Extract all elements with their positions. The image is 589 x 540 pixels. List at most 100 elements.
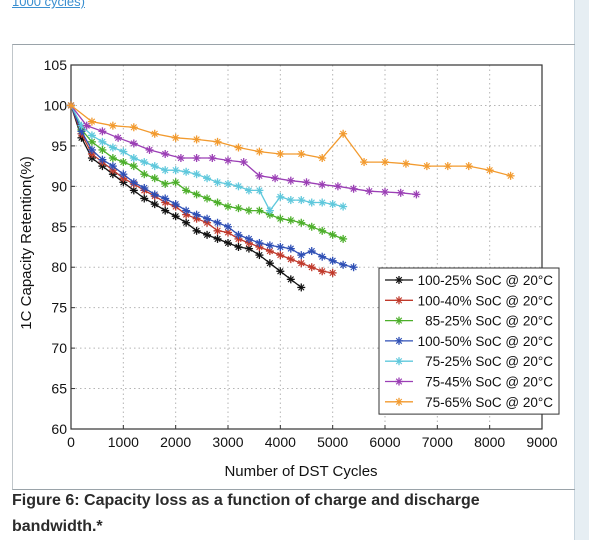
legend-item: 75-25% SoC @ 20°C	[385, 354, 553, 369]
series-line	[70, 104, 511, 177]
data-point	[349, 263, 358, 272]
data-point	[213, 218, 222, 227]
data-point	[145, 145, 154, 154]
data-point	[318, 267, 327, 276]
data-point	[271, 174, 280, 183]
x-tick-label: 5000	[317, 434, 348, 450]
data-point	[297, 196, 306, 205]
data-point	[297, 149, 306, 158]
series-7	[67, 101, 515, 180]
legend-item: 100-25% SoC @ 20°C	[385, 273, 553, 288]
data-point	[412, 190, 421, 199]
data-point	[150, 162, 159, 171]
data-point	[140, 194, 149, 203]
data-point	[203, 214, 212, 223]
data-point	[213, 198, 222, 207]
data-point	[192, 170, 201, 179]
data-point	[129, 123, 138, 132]
data-point	[318, 154, 327, 163]
data-point	[307, 198, 316, 207]
x-tick-label: 9000	[526, 434, 557, 450]
data-point	[360, 158, 369, 167]
data-point	[286, 244, 295, 253]
data-point	[213, 137, 222, 146]
top-link[interactable]: 1000 cycles)	[12, 0, 85, 9]
y-tick-label: 75	[51, 300, 67, 316]
y-tick-label: 70	[51, 340, 67, 356]
legend-label: 75-25% SoC @ 20°C	[425, 354, 553, 369]
data-point	[161, 149, 170, 158]
data-point	[234, 230, 243, 239]
series-5	[67, 101, 348, 215]
data-point	[339, 234, 348, 243]
data-point	[150, 190, 159, 199]
data-point	[192, 135, 201, 144]
scrollbar-strip[interactable]	[574, 0, 589, 540]
series-2	[67, 101, 337, 277]
data-point	[297, 259, 306, 268]
data-point	[307, 222, 316, 231]
data-point	[239, 158, 248, 167]
data-point	[129, 154, 138, 163]
data-point	[276, 243, 285, 251]
y-tick-label: 90	[51, 178, 67, 194]
data-point	[255, 206, 264, 215]
legend-item: 75-65% SoC @ 20°C	[385, 395, 553, 410]
x-tick-label: 4000	[265, 434, 296, 450]
legend-label: 100-25% SoC @ 20°C	[418, 273, 554, 288]
data-point	[176, 154, 185, 163]
data-point	[224, 228, 232, 237]
data-point	[333, 182, 342, 191]
data-point	[203, 194, 212, 203]
x-tick-label: 8000	[474, 434, 505, 450]
data-point	[276, 192, 285, 201]
data-point	[203, 174, 212, 183]
data-point	[87, 131, 96, 140]
data-point	[307, 263, 316, 272]
series-layer	[67, 101, 515, 292]
legend-item: 100-50% SoC @ 20°C	[385, 334, 553, 349]
data-point	[224, 179, 232, 188]
data-point	[339, 202, 348, 211]
data-point	[129, 178, 138, 187]
data-point	[182, 218, 191, 227]
data-point	[119, 170, 128, 179]
data-point	[244, 186, 253, 195]
data-point	[297, 251, 306, 260]
data-point	[192, 154, 201, 163]
data-point	[203, 230, 212, 239]
data-point	[224, 156, 232, 165]
data-point	[192, 210, 201, 219]
data-point	[276, 267, 285, 276]
data-point	[82, 121, 91, 130]
data-point	[349, 184, 358, 193]
legend: 100-25% SoC @ 20°C 100-40% SoC @ 20°C 85-2…	[378, 267, 560, 415]
figure-caption: Figure 6: Capacity loss as a function of…	[12, 488, 572, 540]
data-point	[297, 218, 306, 227]
data-point	[224, 238, 232, 247]
data-point	[286, 275, 295, 284]
data-point	[234, 243, 243, 251]
y-tick-label: 85	[51, 219, 67, 235]
data-point	[401, 159, 410, 168]
x-tick-label: 7000	[422, 434, 453, 450]
data-point	[302, 178, 311, 187]
series-line	[70, 105, 333, 274]
legend-label: 75-65% SoC @ 20°C	[425, 395, 553, 410]
data-point	[77, 121, 86, 130]
data-point	[395, 377, 403, 386]
data-point	[339, 260, 348, 269]
data-point	[328, 200, 337, 209]
data-point	[318, 180, 327, 189]
data-point	[108, 143, 117, 152]
data-point	[395, 296, 403, 305]
data-point	[161, 194, 170, 203]
data-point	[140, 170, 149, 179]
legend-label: 100-40% SoC @ 20°C	[418, 293, 554, 308]
data-point	[286, 216, 295, 225]
x-axis-label: Number of DST Cycles	[224, 463, 377, 480]
x-tick-label: 2000	[160, 434, 191, 450]
data-point	[224, 222, 232, 231]
data-point	[108, 162, 117, 171]
y-tick-label: 65	[51, 381, 67, 397]
